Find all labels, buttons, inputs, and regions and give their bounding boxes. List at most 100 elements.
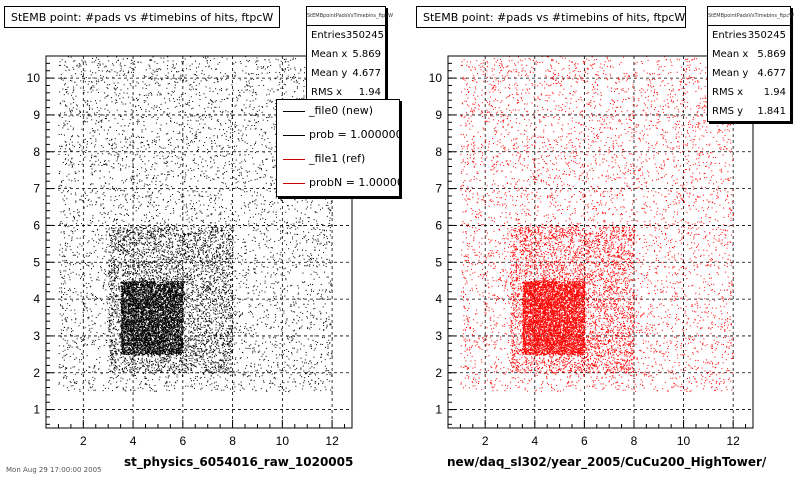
scatter-point	[316, 266, 318, 268]
scatter-point	[76, 343, 78, 345]
scatter-point	[210, 197, 212, 199]
scatter-point	[265, 355, 267, 357]
scatter-point	[313, 367, 315, 369]
scatter-point	[174, 333, 176, 335]
scatter-point	[100, 203, 102, 205]
scatter-point	[99, 100, 101, 102]
scatter-point	[302, 98, 304, 100]
scatter-point	[299, 242, 301, 244]
scatter-point	[93, 61, 95, 63]
scatter-point	[313, 278, 315, 280]
scatter-point	[116, 152, 118, 154]
scatter-point	[71, 346, 73, 348]
scatter-point	[160, 124, 162, 126]
scatter-point	[158, 85, 160, 87]
scatter-point	[84, 275, 86, 277]
scatter-point	[262, 266, 264, 268]
scatter-point	[181, 77, 183, 79]
scatter-point	[195, 67, 197, 69]
scatter-point	[161, 234, 163, 236]
scatter-point	[116, 222, 118, 224]
scatter-point	[191, 316, 193, 318]
scatter-point	[211, 68, 213, 70]
scatter-point	[225, 358, 227, 360]
scatter-point	[265, 131, 267, 133]
scatter-point	[233, 71, 235, 73]
scatter-point	[105, 66, 107, 68]
scatter-point	[96, 120, 98, 122]
scatter-point	[304, 281, 306, 283]
scatter-point	[72, 220, 74, 222]
scatter-point	[71, 109, 73, 111]
scatter-point	[255, 199, 257, 201]
scatter-point	[257, 77, 259, 79]
scatter-point	[216, 170, 218, 172]
scatter-point	[136, 121, 138, 123]
scatter-point	[329, 323, 331, 325]
scatter-point	[161, 265, 163, 267]
scatter-point	[166, 160, 168, 162]
scatter-point	[98, 225, 100, 227]
scatter-point	[269, 61, 271, 63]
scatter-point	[62, 260, 64, 262]
scatter-point	[304, 72, 306, 74]
scatter-point	[187, 116, 189, 118]
scatter-point	[325, 320, 327, 322]
scatter-point	[123, 84, 125, 86]
scatter-point	[71, 77, 73, 79]
scatter-point	[130, 177, 132, 179]
scatter-point	[119, 115, 121, 117]
scatter-point	[130, 180, 132, 182]
scatter-point	[94, 322, 96, 324]
scatter-point	[231, 338, 233, 340]
scatter-point	[223, 99, 225, 101]
scatter-point	[242, 312, 244, 314]
scatter-point	[228, 289, 230, 291]
scatter-point	[302, 222, 304, 224]
scatter-point	[151, 77, 153, 79]
scatter-point	[148, 249, 150, 251]
scatter-point	[61, 333, 63, 335]
scatter-point	[60, 76, 62, 78]
scatter-point	[209, 137, 211, 139]
scatter-point	[274, 313, 276, 315]
scatter-point	[111, 245, 113, 247]
scatter-point	[249, 383, 251, 385]
scatter-point	[329, 210, 331, 212]
scatter-point	[188, 221, 190, 223]
scatter-point	[231, 104, 233, 106]
scatter-point	[195, 133, 197, 135]
scatter-point	[110, 284, 112, 286]
scatter-point	[80, 341, 82, 343]
scatter-point	[120, 239, 122, 241]
scatter-point	[209, 288, 211, 290]
scatter-point	[207, 246, 209, 248]
scatter-point	[288, 258, 290, 260]
scatter-point	[152, 69, 154, 71]
scatter-point	[312, 241, 314, 243]
scatter-point	[296, 233, 298, 235]
scatter-point	[162, 280, 164, 282]
scatter-point	[111, 166, 113, 168]
scatter-point	[137, 135, 139, 137]
scatter-point	[255, 94, 257, 96]
scatter-point	[291, 339, 293, 341]
scatter-point	[105, 249, 107, 251]
scatter-point	[241, 161, 243, 163]
scatter-point	[169, 309, 171, 311]
scatter-point	[146, 384, 148, 386]
scatter-point	[209, 384, 211, 386]
scatter-point	[174, 357, 176, 359]
scatter-point	[280, 273, 282, 275]
scatter-point	[207, 77, 209, 79]
scatter-point	[104, 92, 106, 94]
scatter-point	[98, 121, 100, 123]
scatter-point	[288, 350, 290, 352]
scatter-point	[323, 264, 325, 266]
scatter-point	[220, 230, 222, 232]
scatter-point	[268, 211, 270, 213]
scatter-point	[208, 271, 210, 273]
scatter-point	[160, 69, 162, 71]
scatter-point	[249, 375, 251, 377]
scatter-point	[149, 65, 151, 67]
